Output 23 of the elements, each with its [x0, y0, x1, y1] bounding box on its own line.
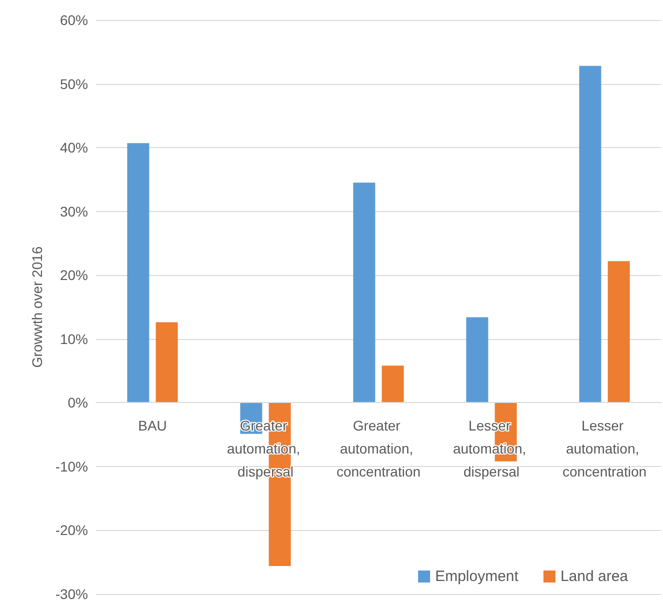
x-tick-label: Greater automation, concentration: [336, 418, 421, 480]
bar: [127, 143, 150, 403]
y-tick-label: 50%: [60, 76, 88, 92]
y-tick-label: -20%: [55, 522, 88, 538]
y-tick-label: -10%: [55, 458, 88, 474]
legend-label: Land area: [560, 568, 629, 585]
y-tick-label: 0%: [68, 394, 88, 411]
legend-label: Employment: [435, 568, 520, 585]
y-tick-label: 60%: [60, 12, 88, 28]
y-tick-label: -30%: [55, 586, 88, 601]
bar: [156, 322, 178, 403]
bar: [608, 261, 630, 403]
bar: [382, 366, 404, 403]
y-tick-label: 40%: [60, 140, 88, 156]
y-tick-label: 30%: [60, 203, 88, 220]
bar: [579, 66, 602, 403]
bar: [466, 317, 488, 403]
y-axis-title: Growwth over 2016: [29, 246, 45, 368]
x-tick-label: BAU: [138, 418, 167, 434]
y-tick-label: 20%: [60, 267, 88, 284]
x-tick-label: Lesser automation, concentration: [562, 418, 647, 480]
y-tick-label: 10%: [60, 330, 88, 347]
bar: [353, 182, 376, 403]
